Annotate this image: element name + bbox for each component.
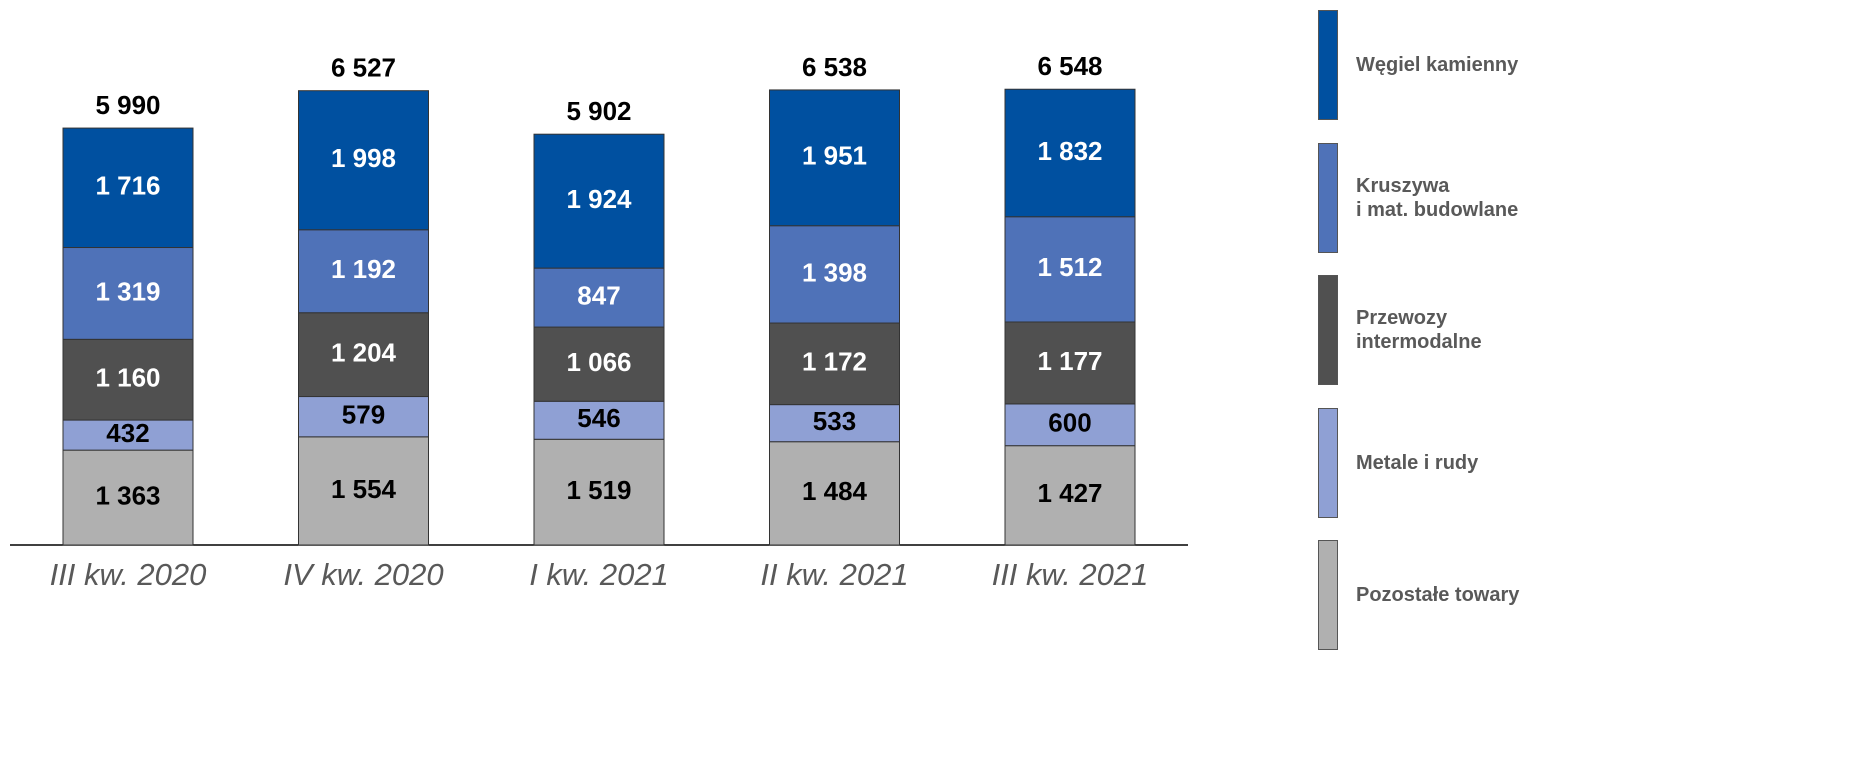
bar-segment bbox=[298, 312, 429, 398]
segment-label: 1 519 bbox=[566, 475, 631, 505]
segment-label: 1 192 bbox=[331, 254, 396, 284]
bar-segment bbox=[1004, 216, 1136, 323]
bar-segment bbox=[298, 396, 429, 438]
segment-label: 1 066 bbox=[566, 347, 631, 377]
segment-label: 1 832 bbox=[1037, 136, 1102, 166]
segment-label: 1 172 bbox=[802, 347, 867, 377]
segment-label: 1 924 bbox=[566, 184, 632, 214]
segment-label: 1 716 bbox=[95, 171, 160, 201]
total-label: 5 902 bbox=[566, 96, 631, 126]
segment-label: 546 bbox=[577, 403, 620, 433]
legend-label: Pozostałe towary bbox=[1356, 584, 1520, 606]
bar-segment bbox=[1004, 403, 1136, 447]
bar-segment bbox=[298, 436, 429, 546]
bar-segment bbox=[1004, 321, 1136, 405]
segment-label: 600 bbox=[1048, 408, 1091, 438]
chart: 1 363 432 1 160 1 319 1 716 5 990 III kw. 2020… bbox=[10, 51, 1188, 592]
legend-swatch bbox=[1318, 142, 1338, 253]
legend-swatch bbox=[1318, 407, 1338, 518]
bar-segment bbox=[769, 404, 900, 443]
segment-label: 432 bbox=[106, 418, 149, 448]
x-tick-label: III kw. 2020 bbox=[50, 557, 207, 592]
segment-label: 847 bbox=[577, 280, 620, 310]
bar-segment bbox=[62, 449, 194, 546]
legend-label: Metale i rudy bbox=[1356, 451, 1479, 474]
bar-segment bbox=[62, 247, 194, 340]
segment-label: 1 363 bbox=[95, 480, 160, 510]
bar-segment bbox=[769, 225, 900, 324]
legend-swatch bbox=[1318, 540, 1338, 650]
bar-segment bbox=[533, 326, 665, 402]
bar-segment bbox=[298, 229, 429, 314]
segment-label: 1 177 bbox=[1037, 346, 1102, 376]
segment-label: 1 554 bbox=[331, 474, 397, 504]
bar-segment bbox=[62, 419, 194, 451]
x-tick-label: III kw. 2021 bbox=[992, 557, 1149, 592]
segment-label: 579 bbox=[342, 400, 385, 430]
total-label: 6 527 bbox=[331, 53, 396, 83]
segment-label: 1 204 bbox=[331, 338, 397, 368]
x-tick-label: II kw. 2021 bbox=[760, 557, 908, 592]
x-tick-label: I kw. 2021 bbox=[529, 557, 669, 592]
segment-label: 1 484 bbox=[802, 476, 868, 506]
bar-segment bbox=[769, 322, 900, 406]
segment-label: 1 427 bbox=[1037, 478, 1102, 508]
bar-segment bbox=[533, 400, 665, 440]
bar-segment bbox=[298, 90, 429, 231]
total-label: 6 548 bbox=[1037, 51, 1102, 81]
segment-label: 1 951 bbox=[802, 141, 867, 171]
legend-swatch bbox=[1318, 275, 1338, 385]
legend-swatch bbox=[1318, 10, 1338, 120]
bar-segment bbox=[769, 89, 900, 227]
legend-label: Węgiel kamienny bbox=[1356, 54, 1519, 76]
segment-label: 1 512 bbox=[1037, 252, 1102, 282]
bar-segment bbox=[1004, 88, 1136, 218]
bar-segment bbox=[62, 127, 194, 249]
segment-label: 1 160 bbox=[95, 363, 160, 393]
bar-segment bbox=[533, 438, 665, 546]
total-label: 6 538 bbox=[802, 52, 867, 82]
segment-label: 1 398 bbox=[802, 257, 867, 287]
bar-segment bbox=[533, 267, 665, 328]
total-label: 5 990 bbox=[95, 90, 160, 120]
legend-label: Przewozy intermodalne bbox=[1356, 307, 1482, 353]
bar-segment bbox=[533, 133, 665, 269]
segment-label: 533 bbox=[813, 406, 856, 436]
segment-label: 1 998 bbox=[331, 143, 396, 173]
x-tick-label: IV kw. 2020 bbox=[283, 557, 443, 592]
bar-segment bbox=[769, 441, 900, 546]
legend-label: Kruszywa i mat. budowlane bbox=[1356, 174, 1519, 221]
segment-label: 1 319 bbox=[95, 276, 160, 306]
bar-segment bbox=[1004, 445, 1136, 546]
